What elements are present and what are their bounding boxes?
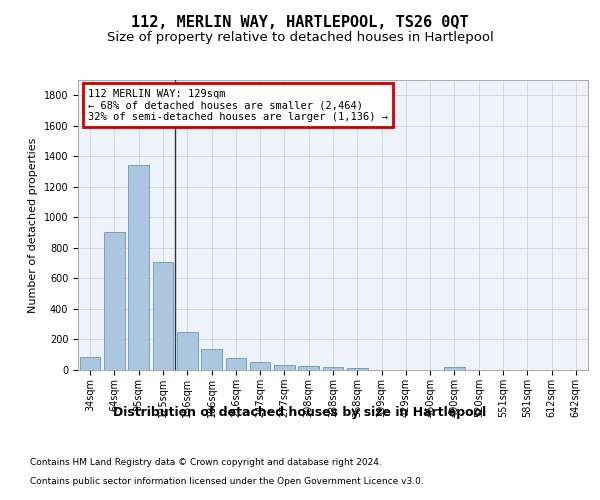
Y-axis label: Number of detached properties: Number of detached properties <box>28 138 38 312</box>
Bar <box>298 366 319 370</box>
Bar <box>152 262 173 370</box>
Bar <box>274 366 295 370</box>
Text: Contains public sector information licensed under the Open Government Licence v3: Contains public sector information licen… <box>30 476 424 486</box>
Bar <box>347 368 368 370</box>
Bar <box>201 350 222 370</box>
Text: 112 MERLIN WAY: 129sqm
← 68% of detached houses are smaller (2,464)
32% of semi-: 112 MERLIN WAY: 129sqm ← 68% of detached… <box>88 88 388 122</box>
Text: 112, MERLIN WAY, HARTLEPOOL, TS26 0QT: 112, MERLIN WAY, HARTLEPOOL, TS26 0QT <box>131 15 469 30</box>
Bar <box>128 166 149 370</box>
Text: Distribution of detached houses by size in Hartlepool: Distribution of detached houses by size … <box>113 406 487 419</box>
Text: Contains HM Land Registry data © Crown copyright and database right 2024.: Contains HM Land Registry data © Crown c… <box>30 458 382 467</box>
Bar <box>323 368 343 370</box>
Bar <box>226 358 246 370</box>
Text: Size of property relative to detached houses in Hartlepool: Size of property relative to detached ho… <box>107 31 493 44</box>
Bar <box>80 358 100 370</box>
Bar <box>250 362 271 370</box>
Bar <box>444 368 465 370</box>
Bar <box>177 332 197 370</box>
Bar <box>104 232 125 370</box>
